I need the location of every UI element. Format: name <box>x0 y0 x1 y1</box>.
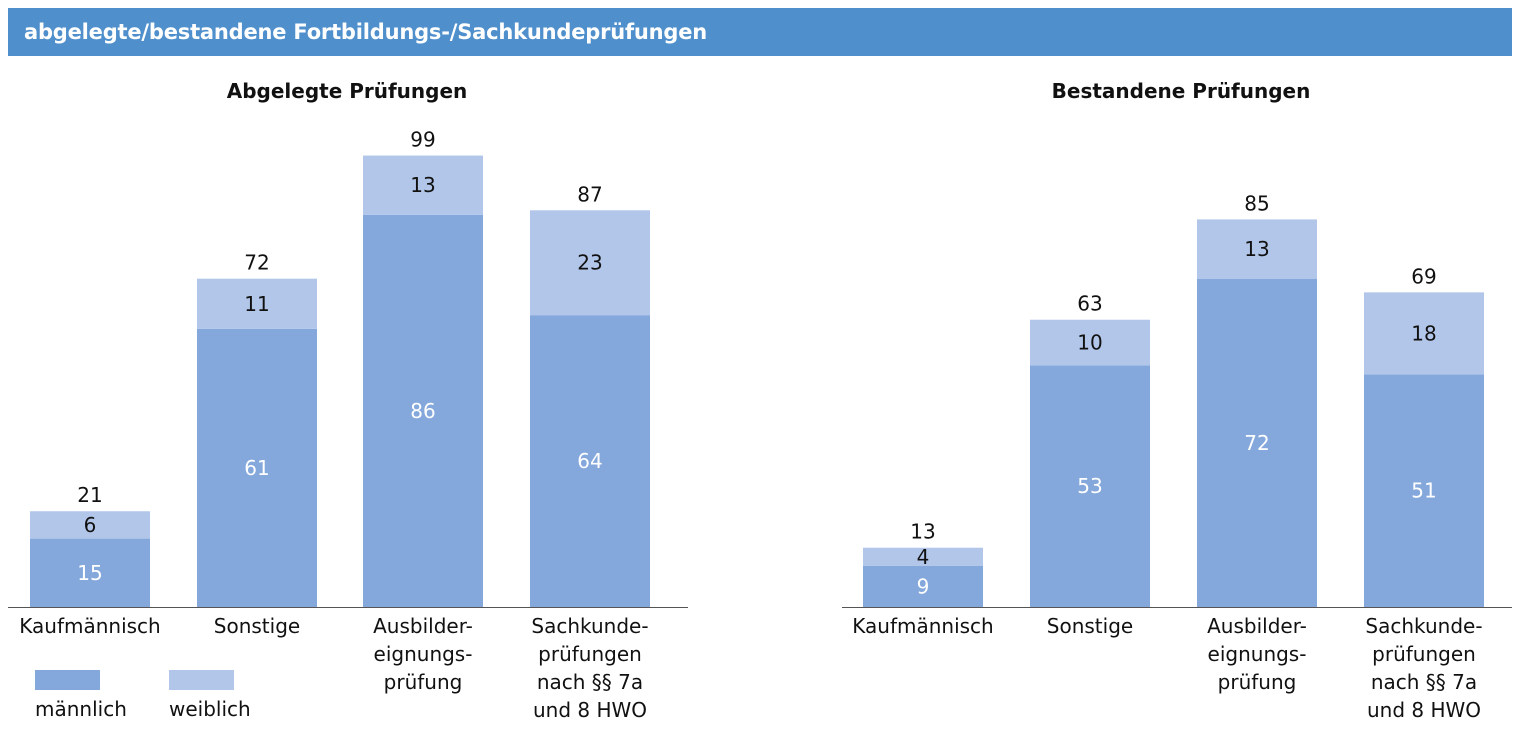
chart-title: Abgelegte Prüfungen <box>227 79 468 103</box>
category-label: eignungs- <box>374 642 473 666</box>
bar-maennlich <box>530 315 650 607</box>
data-label-total: 87 <box>577 182 602 206</box>
data-label-total: 99 <box>410 128 435 152</box>
data-label-maennlich: 15 <box>77 561 102 585</box>
bar-weiblich <box>1030 319 1150 366</box>
bar-weiblich <box>863 547 983 566</box>
category-label: Ausbilder- <box>1207 614 1307 638</box>
data-label-weiblich: 11 <box>244 292 269 316</box>
bar-maennlich <box>863 565 983 607</box>
category-label: prüfungen <box>1372 642 1476 666</box>
data-label-maennlich: 51 <box>1411 479 1436 503</box>
bar-maennlich <box>1030 365 1150 607</box>
category-label: und 8 HWO <box>533 698 647 722</box>
data-label-maennlich: 61 <box>244 456 269 480</box>
bar-maennlich <box>363 214 483 607</box>
category-label: eignungs- <box>1208 642 1307 666</box>
data-label-maennlich: 86 <box>410 399 435 423</box>
category-label: Sonstige <box>214 614 300 638</box>
bar-maennlich <box>1197 278 1317 607</box>
bar-weiblich <box>530 210 650 316</box>
data-label-maennlich: 64 <box>577 449 602 473</box>
data-label-total: 72 <box>244 251 269 275</box>
category-label: prüfungen <box>538 642 642 666</box>
data-label-total: 63 <box>1077 292 1102 316</box>
data-label-weiblich: 18 <box>1411 321 1436 345</box>
legend-swatch <box>169 670 234 690</box>
category-label: Sachkunde- <box>531 614 648 638</box>
bar-weiblich <box>1197 219 1317 279</box>
data-label-weiblich: 13 <box>410 173 435 197</box>
header-title: abgelegte/bestandene Fortbildungs-/Sachk… <box>24 20 708 44</box>
data-label-weiblich: 4 <box>917 545 930 569</box>
bar-weiblich <box>363 155 483 215</box>
category-label: Sonstige <box>1047 614 1133 638</box>
bar-weiblich <box>197 278 317 329</box>
data-label-weiblich: 13 <box>1244 237 1269 261</box>
data-label-total: 21 <box>77 483 102 507</box>
category-label: Sachkunde- <box>1365 614 1482 638</box>
legend-label: weiblich <box>169 697 251 721</box>
category-label: nach §§ 7a <box>1371 670 1477 694</box>
data-label-total: 85 <box>1244 191 1269 215</box>
bar-weiblich <box>1364 292 1484 375</box>
bar-weiblich <box>30 511 150 539</box>
category-label: Kaufmännisch <box>852 614 993 638</box>
data-label-maennlich: 53 <box>1077 474 1102 498</box>
chart-header: abgelegte/bestandene Fortbildungs-/Sachk… <box>8 8 1512 56</box>
category-label: nach §§ 7a <box>537 670 643 694</box>
data-label-total: 13 <box>910 520 935 544</box>
bar-maennlich <box>30 538 150 607</box>
category-label: und 8 HWO <box>1367 698 1481 722</box>
legend-label: männlich <box>35 697 127 721</box>
category-label: prüfung <box>1218 670 1297 694</box>
data-label-maennlich: 72 <box>1244 431 1269 455</box>
legend-swatch <box>35 670 100 690</box>
chart-title: Bestandene Prüfungen <box>1052 79 1311 103</box>
bar-maennlich <box>197 328 317 607</box>
category-label: Ausbilder- <box>373 614 473 638</box>
data-label-weiblich: 6 <box>84 513 97 537</box>
data-label-weiblich: 23 <box>577 251 602 275</box>
category-label: Kaufmännisch <box>19 614 160 638</box>
data-label-maennlich: 9 <box>917 574 930 598</box>
data-label-total: 69 <box>1411 264 1436 288</box>
category-label: prüfung <box>384 670 463 694</box>
bar-maennlich <box>1364 374 1484 607</box>
data-label-weiblich: 10 <box>1077 331 1102 355</box>
